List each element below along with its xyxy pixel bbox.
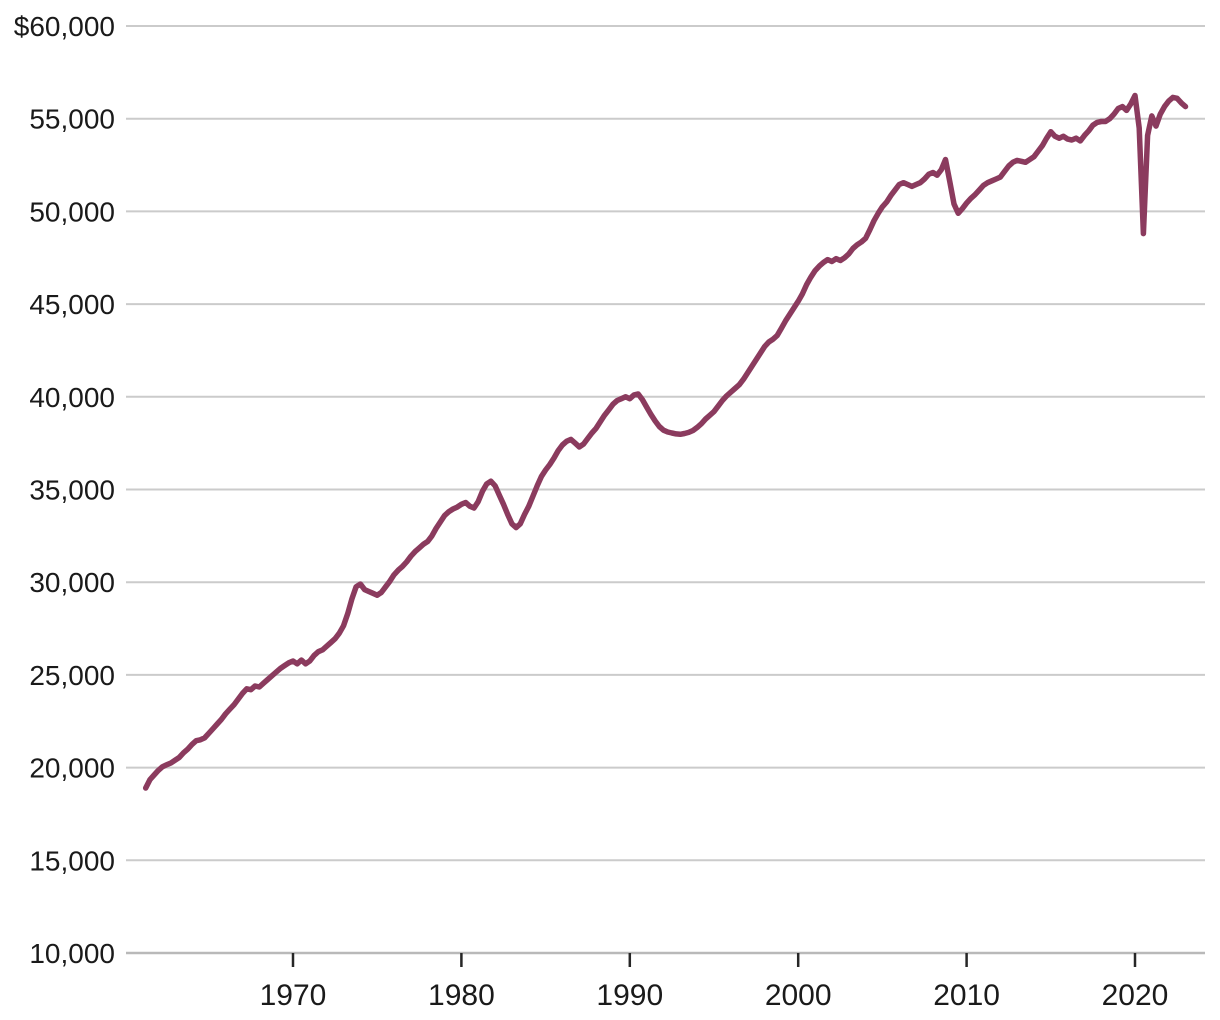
y-axis-tick-label: 40,000: [29, 382, 115, 413]
x-axis-tick-label: 2000: [765, 979, 832, 1012]
y-axis-tick-label: 25,000: [29, 660, 115, 691]
y-axis-tick-label: 50,000: [29, 196, 115, 227]
x-axis-tick-label: 1970: [260, 979, 327, 1012]
y-axis-tick-label: 30,000: [29, 567, 115, 598]
x-axis-tick-label: 1990: [596, 979, 663, 1012]
y-axis-tick-label: 15,000: [29, 845, 115, 876]
x-axis-tick-label: 1980: [428, 979, 495, 1012]
y-axis-tick-label: $60,000: [14, 11, 115, 42]
x-axis-tick-label: 2010: [933, 979, 1000, 1012]
y-axis-tick-label: 55,000: [29, 104, 115, 135]
x-axis-tick-label: 2020: [1102, 979, 1169, 1012]
y-axis-tick-label: 10,000: [29, 938, 115, 969]
y-axis-tick-label: 45,000: [29, 289, 115, 320]
y-axis-tick-label: 35,000: [29, 475, 115, 506]
y-axis-tick-label: 20,000: [29, 753, 115, 784]
data-series-line: [142, 92, 1189, 791]
